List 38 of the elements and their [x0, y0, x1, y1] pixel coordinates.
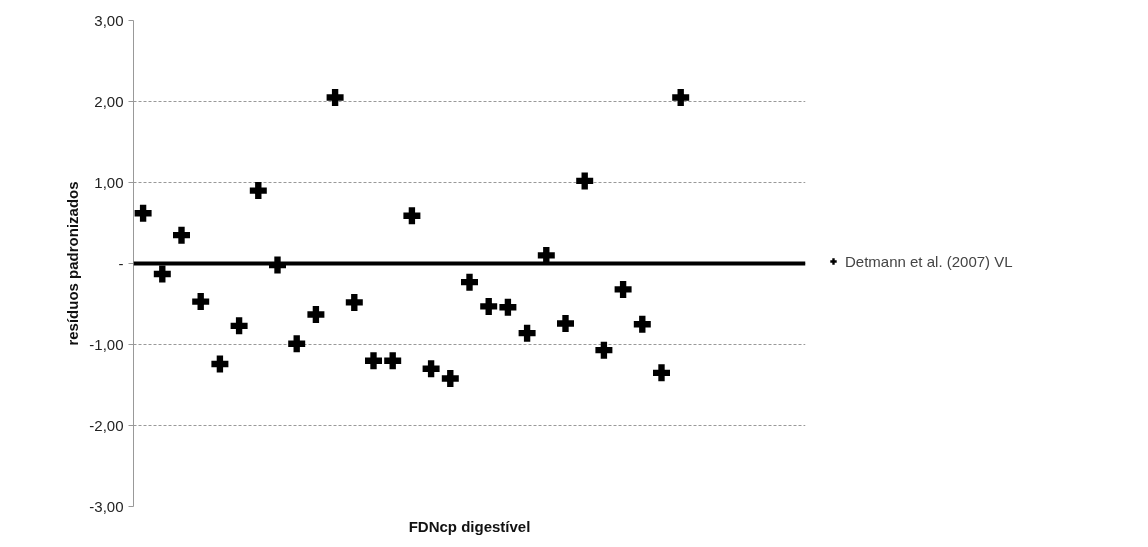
point — [230, 317, 248, 335]
point — [153, 265, 171, 283]
point — [537, 246, 555, 264]
point — [173, 226, 190, 244]
point — [633, 315, 651, 333]
point — [249, 182, 267, 200]
point — [288, 335, 306, 353]
point — [211, 355, 229, 373]
point — [384, 352, 402, 370]
point — [461, 273, 478, 291]
point — [441, 370, 459, 388]
point — [576, 172, 594, 190]
point — [480, 297, 498, 315]
point — [557, 314, 574, 332]
point — [326, 88, 344, 106]
y-tick-label: - — [118, 254, 124, 272]
legend-label: Detmann et al. (2007) VL — [845, 252, 1013, 270]
point — [345, 293, 363, 311]
x-axis-title: FDNcp digestível — [408, 517, 531, 535]
y-tick-label: -1,00 — [89, 335, 124, 353]
point — [307, 306, 325, 324]
y-tick-label: 1,00 — [94, 173, 124, 191]
point — [192, 293, 210, 311]
point — [653, 364, 670, 382]
point — [403, 207, 421, 225]
point — [134, 204, 152, 222]
y-tick-label: 3,00 — [94, 11, 124, 29]
point — [365, 352, 382, 370]
y-tick-label: -3,00 — [89, 497, 124, 515]
y-tick-label: 2,00 — [94, 92, 124, 110]
point — [518, 324, 536, 342]
point — [614, 280, 632, 298]
point — [499, 298, 517, 316]
point — [422, 360, 440, 378]
y-axis-title: resíduos padronizados — [64, 181, 82, 346]
y-tick-label: -2,00 — [89, 416, 124, 434]
point — [672, 88, 690, 106]
point — [595, 341, 613, 359]
